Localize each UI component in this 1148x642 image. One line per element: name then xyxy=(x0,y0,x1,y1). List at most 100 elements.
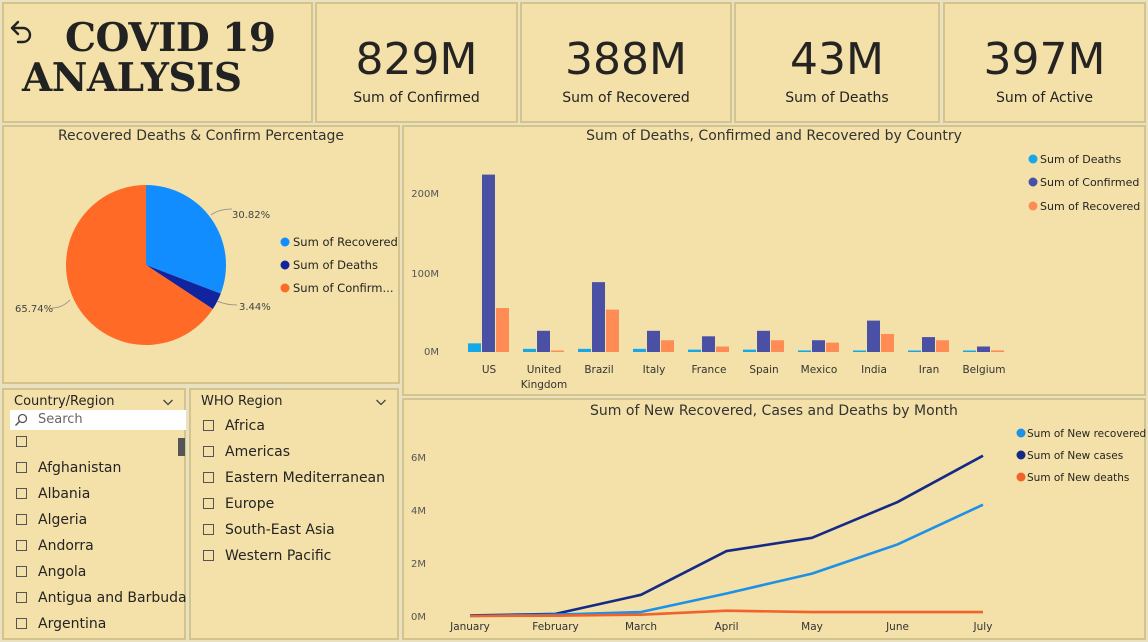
pie-chart[interactable]: 30.82% 3.44% 65.74% Sum of Recovered Sum… xyxy=(4,127,402,386)
x-tick-label: July xyxy=(973,621,993,633)
y-tick-label: 4M xyxy=(411,506,426,517)
x-tick-label: June xyxy=(885,621,909,633)
bar-confirmed[interactable] xyxy=(702,336,715,352)
kpi-label: Sum of Recovered xyxy=(562,90,690,106)
bar-recovered[interactable] xyxy=(716,346,729,352)
checkbox[interactable] xyxy=(16,514,27,525)
checkbox[interactable] xyxy=(16,488,27,499)
pie-data-label: 3.44% xyxy=(239,302,271,313)
bar-recovered[interactable] xyxy=(606,309,619,352)
country-slicer: Country/Region Search Afghanistan Albani… xyxy=(2,388,187,640)
y-axis: 200M 100M 0M xyxy=(411,189,439,358)
bar-confirmed[interactable] xyxy=(922,337,935,352)
bar-confirmed[interactable] xyxy=(867,320,880,352)
checkbox[interactable] xyxy=(203,550,214,561)
pie-chart-title: Recovered Deaths & Confirm Percentage xyxy=(57,128,345,144)
bar-recovered[interactable] xyxy=(661,340,674,352)
x-tick-label: Iran xyxy=(919,364,940,376)
pie-chart-card[interactable]: Recovered Deaths & Confirm Percentage 30… xyxy=(2,125,400,384)
bar-deaths[interactable] xyxy=(963,350,976,353)
title-card: COVID 19 ANALYSIS xyxy=(2,2,313,123)
chevron-down-icon[interactable] xyxy=(375,396,387,408)
legend-label[interactable]: Sum of Confirm... xyxy=(293,281,393,295)
checkbox[interactable] xyxy=(16,540,27,551)
bar-recovered[interactable] xyxy=(771,340,784,352)
y-tick-label: 0M xyxy=(411,612,426,623)
line-new-recovered[interactable] xyxy=(469,503,984,618)
bar-recovered[interactable] xyxy=(881,333,894,352)
checkbox[interactable] xyxy=(16,592,27,603)
legend-label[interactable]: Sum of New cases xyxy=(1027,450,1123,462)
bar-recovered[interactable] xyxy=(826,342,839,352)
legend-label[interactable]: Sum of New recovered xyxy=(1027,428,1146,440)
pie-slice-confirmed[interactable] xyxy=(66,185,213,345)
checkbox[interactable] xyxy=(203,446,214,457)
bar-legend: Sum of Deaths Sum of Confirmed Sum of Re… xyxy=(1028,153,1140,213)
x-tick-label: January xyxy=(449,621,490,633)
legend-dot-new-deaths xyxy=(1016,472,1026,482)
bar-recovered[interactable] xyxy=(991,350,1004,352)
bar-confirmed[interactable] xyxy=(977,346,990,352)
checkbox[interactable] xyxy=(203,420,214,431)
bar-deaths[interactable] xyxy=(633,348,646,352)
y-axis: 6M 4M 2M 0M xyxy=(411,453,426,623)
bar-deaths[interactable] xyxy=(688,349,701,352)
legend-label[interactable]: Sum of Recovered xyxy=(293,235,398,249)
checkbox[interactable] xyxy=(203,498,214,509)
bar-chart-card[interactable]: Sum of Deaths, Confirmed and Recovered b… xyxy=(402,125,1146,396)
kpi-value: 397M xyxy=(983,34,1106,85)
bar-confirmed[interactable] xyxy=(537,330,550,352)
back-arrow-icon[interactable] xyxy=(8,18,34,44)
bar-deaths[interactable] xyxy=(578,348,591,352)
country-slicer-header[interactable]: Country/Region xyxy=(14,394,174,409)
slicer-item-label: Algeria xyxy=(38,512,88,528)
checkbox[interactable] xyxy=(203,472,214,483)
y-tick-label: 100M xyxy=(411,269,439,280)
legend-label[interactable]: Sum of Confirmed xyxy=(1040,176,1139,189)
pie-slice-deaths[interactable] xyxy=(146,265,221,309)
bar-recovered[interactable] xyxy=(496,308,509,352)
legend-label[interactable]: Sum of Deaths xyxy=(1040,153,1122,166)
chevron-down-icon[interactable] xyxy=(162,396,174,408)
bar-deaths[interactable] xyxy=(798,350,811,352)
bar-confirmed[interactable] xyxy=(482,174,495,352)
bar-confirmed[interactable] xyxy=(757,330,770,352)
kpi-value: 43M xyxy=(790,34,884,85)
legend-dot-new-cases xyxy=(1016,450,1026,460)
pie-leader-line xyxy=(51,299,71,309)
x-tick-label: Belgium xyxy=(962,364,1005,376)
country-search-input[interactable]: Search xyxy=(10,410,186,430)
line-chart-card[interactable]: Sum of New Recovered, Cases and Deaths b… xyxy=(402,398,1146,640)
bar-deaths[interactable] xyxy=(743,349,756,352)
who-slicer-header[interactable]: WHO Region xyxy=(201,394,387,409)
bar-confirmed[interactable] xyxy=(812,340,825,352)
bar-deaths[interactable] xyxy=(908,350,921,353)
bar-deaths[interactable] xyxy=(468,343,481,352)
bar-chart[interactable]: 200M 100M 0M US United Kingdom Brazil Italy F… xyxy=(404,127,1148,398)
slicer-scrollbar[interactable] xyxy=(178,438,185,456)
checkbox[interactable] xyxy=(16,462,27,473)
legend-label[interactable]: Sum of Deaths xyxy=(293,258,378,272)
slicer-item-label: South-East Asia xyxy=(225,522,335,538)
line-chart[interactable]: 6M 4M 2M 0M January February March April May… xyxy=(404,400,1148,642)
line-new-cases[interactable] xyxy=(469,454,984,617)
checkbox[interactable] xyxy=(16,618,27,629)
bar-recovered[interactable] xyxy=(551,350,564,353)
x-tick-label: April xyxy=(715,621,739,633)
slicer-item-label: Americas xyxy=(225,444,291,460)
line-new-deaths[interactable] xyxy=(469,609,983,618)
checkbox[interactable] xyxy=(16,436,27,447)
country-slicer-title: Country/Region xyxy=(14,394,115,409)
bar-recovered[interactable] xyxy=(936,340,949,352)
bar-confirmed[interactable] xyxy=(592,282,605,352)
checkbox[interactable] xyxy=(203,524,214,535)
checkbox[interactable] xyxy=(16,566,27,577)
x-tick-label: March xyxy=(625,621,657,633)
pie-slice-recovered[interactable] xyxy=(146,185,226,294)
legend-label[interactable]: Sum of Recovered xyxy=(1040,200,1140,213)
bar-confirmed[interactable] xyxy=(647,330,660,352)
legend-label[interactable]: Sum of New deaths xyxy=(1027,472,1129,484)
legend-dot-confirmed xyxy=(280,283,290,293)
bar-deaths[interactable] xyxy=(853,350,866,353)
bar-deaths[interactable] xyxy=(523,348,536,352)
